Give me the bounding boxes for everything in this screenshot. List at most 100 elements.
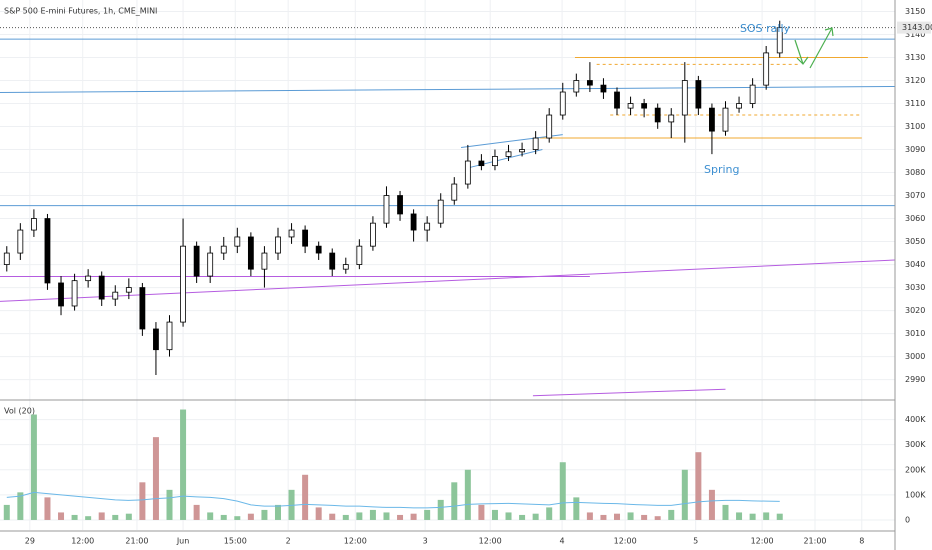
- candle-body: [166, 321, 173, 351]
- y-tick-label: 0: [905, 515, 910, 524]
- volume-bar: [58, 512, 65, 520]
- y-tick-label: 3100: [905, 122, 925, 131]
- volume-bar: [749, 513, 756, 520]
- volume-bar: [234, 516, 241, 520]
- candle-body: [180, 245, 186, 323]
- y-tick-label: 3090: [905, 145, 925, 154]
- volume-bar: [519, 514, 526, 520]
- candle-body: [31, 218, 37, 231]
- volume-bar: [654, 516, 661, 520]
- candle-body: [247, 236, 254, 270]
- volume-bar: [559, 462, 566, 520]
- x-tick-label: 3: [423, 537, 428, 546]
- volume-bar: [424, 509, 431, 520]
- candle-body: [424, 222, 431, 231]
- volume-bar: [207, 512, 214, 520]
- candle-body: [668, 114, 675, 123]
- candle-body: [654, 107, 661, 123]
- volume-bar: [3, 504, 10, 520]
- candle-body: [234, 236, 241, 247]
- annotation: SOS rally: [740, 22, 790, 35]
- candle-body: [464, 160, 471, 185]
- volume-bar: [641, 514, 648, 520]
- candle-body: [763, 52, 770, 86]
- candle-body: [532, 137, 539, 150]
- level-line: [460, 134, 563, 148]
- volume-bar: [736, 512, 743, 520]
- volume-bar: [532, 513, 539, 520]
- volume-bar: [302, 474, 309, 520]
- arrow-head: [824, 27, 834, 37]
- volume-ma: [6, 491, 780, 509]
- y-tick-label: 3110: [905, 99, 925, 108]
- volume-bar: [763, 512, 770, 520]
- volume-bar: [180, 409, 187, 520]
- volume-bar: [152, 437, 159, 520]
- y-tick-label: 200K: [905, 465, 926, 474]
- y-tick-label: 3150: [905, 7, 925, 16]
- candle-body: [302, 229, 309, 247]
- volume-bar: [98, 512, 105, 520]
- candle-body: [356, 245, 363, 265]
- candle-body: [776, 27, 783, 54]
- y-tick-label: 3060: [905, 214, 925, 223]
- candle-body: [505, 151, 512, 157]
- volume-bar: [451, 482, 458, 520]
- candle-body: [342, 264, 349, 270]
- y-tick-label: 3040: [905, 260, 925, 269]
- volume-bar: [342, 514, 349, 520]
- candle-body: [315, 245, 322, 254]
- y-tick-label: 100K: [905, 490, 926, 499]
- volume-bar: [464, 469, 471, 520]
- candle-body: [519, 149, 525, 153]
- volume-bar: [586, 512, 593, 520]
- x-tick-label: 21:00: [125, 537, 148, 546]
- candle-body: [709, 107, 715, 132]
- volume-bar: [85, 516, 92, 520]
- x-tick-label: 29: [25, 537, 35, 546]
- volume-bar: [668, 509, 675, 520]
- candle-body: [437, 199, 444, 224]
- volume-bar: [261, 509, 268, 520]
- y-tick-label: 300K: [905, 440, 926, 449]
- candle-body: [207, 252, 214, 277]
- candle-body: [573, 80, 580, 93]
- x-tick-label: 12:00: [614, 537, 637, 546]
- volume-bar: [776, 513, 783, 520]
- volume-bar: [505, 512, 512, 520]
- candle-body: [410, 213, 417, 231]
- level-line: [0, 86, 896, 93]
- volume-bar: [44, 497, 51, 520]
- x-tick-label: 21:00: [803, 537, 826, 546]
- volume-bar: [288, 489, 295, 520]
- volume-bar: [139, 482, 146, 520]
- candle-body: [85, 275, 92, 282]
- volume-bar: [410, 513, 417, 520]
- candle-body: [736, 103, 742, 109]
- volume-bar: [478, 504, 485, 520]
- candle-body: [546, 114, 553, 139]
- candle-body: [492, 156, 498, 167]
- candle-body: [275, 236, 281, 254]
- arrow-head: [796, 56, 809, 65]
- volume-bar: [112, 514, 119, 520]
- y-tick-label: 3070: [905, 191, 925, 200]
- volume-bar: [369, 509, 376, 520]
- volume-bar: [125, 513, 132, 520]
- candle-body: [559, 91, 566, 116]
- candle-body: [17, 229, 24, 254]
- candle-body: [98, 275, 105, 300]
- volume-bar: [614, 513, 621, 520]
- volume-bar: [30, 414, 37, 520]
- volume-bar: [708, 489, 715, 520]
- y-tick-label: 3130: [905, 53, 925, 62]
- volume-bar: [627, 512, 634, 520]
- plot: [0, 20, 896, 520]
- volume-bar: [329, 513, 336, 520]
- volume-bar: [315, 507, 322, 520]
- candle-body: [220, 245, 227, 254]
- candle-body: [383, 195, 390, 224]
- x-tick-label: 5: [693, 537, 698, 546]
